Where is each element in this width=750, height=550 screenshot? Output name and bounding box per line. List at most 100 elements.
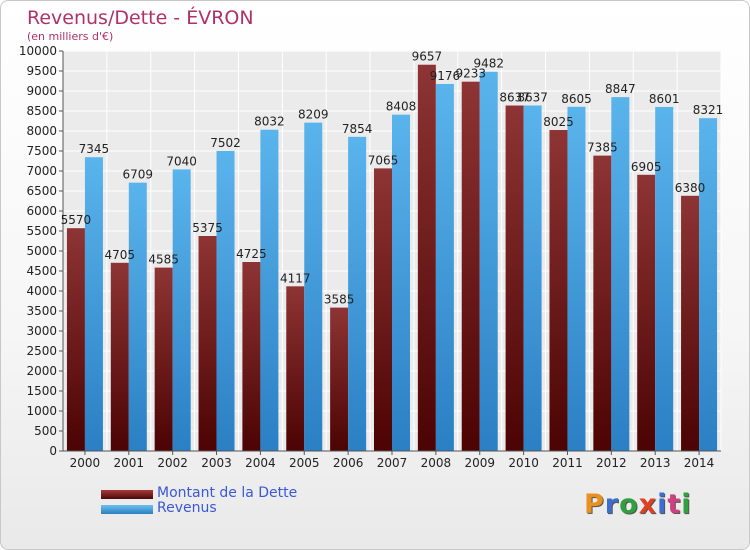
data-label-dette: 8637 (499, 91, 530, 105)
y-tick-label: 9500 (26, 64, 57, 78)
bar-revenus (655, 106, 674, 452)
data-label-revenus: 8321 (693, 103, 724, 117)
y-tick-label: 3500 (26, 304, 57, 318)
y-tick-label: 6000 (26, 204, 57, 218)
bar-dette (549, 130, 568, 451)
x-tick-label: 2009 (464, 456, 495, 470)
y-tick-label: 6500 (26, 184, 57, 198)
y-tick-label: 1000 (26, 404, 57, 418)
chart-title: Revenus/Dette - ÉVRON (27, 7, 254, 29)
bar-revenus (523, 105, 542, 452)
x-tick-label: 2001 (114, 456, 145, 470)
data-label-revenus: 8032 (254, 115, 285, 129)
data-label-dette: 9233 (455, 67, 486, 81)
data-label-revenus: 8209 (298, 108, 329, 122)
y-tick-label: 8000 (26, 124, 57, 138)
y-tick-label: 10000 (19, 44, 57, 58)
bar-dette (242, 262, 261, 451)
y-tick-label: 4000 (26, 284, 57, 298)
data-label-dette: 7065 (368, 153, 399, 167)
bar-revenus (348, 136, 367, 451)
data-label-dette: 4585 (148, 253, 179, 267)
bar-revenus (128, 182, 147, 451)
bar-revenus (435, 83, 454, 452)
logo-letter: P (584, 489, 605, 520)
logo-letter: o (619, 489, 639, 520)
data-label-revenus: 7502 (210, 136, 241, 150)
data-label-revenus: 9176 (430, 69, 461, 83)
bar-dette (637, 174, 656, 452)
bar-dette (593, 155, 612, 451)
data-label-revenus: 8847 (605, 82, 636, 96)
logo-letter: x (638, 489, 658, 520)
bar-dette (374, 168, 392, 451)
x-tick-label: 2008 (421, 456, 452, 470)
logo-letter: r (604, 489, 620, 520)
data-label-dette: 9657 (412, 50, 443, 64)
data-label-revenus: 9482 (473, 57, 504, 71)
data-label-revenus: 8408 (386, 100, 417, 114)
data-label-dette: 4725 (236, 247, 267, 261)
logo-letter: i (681, 489, 692, 520)
bar-revenus (216, 150, 235, 452)
x-tick-label: 2000 (70, 456, 101, 470)
x-tick-label: 2013 (640, 456, 671, 470)
legend-label-dette: Montant de la Dette (157, 485, 298, 501)
bar-revenus (699, 118, 718, 451)
data-labels: 5570 7345 4705 6709 4585 7040 5375 7502 4725 8032… (61, 50, 724, 307)
y-tick-label: 0 (49, 444, 57, 458)
data-label-dette: 5570 (61, 213, 92, 227)
bar-revenus (611, 97, 630, 452)
y-tick-label: 4500 (26, 264, 57, 278)
y-tick-label: 9000 (26, 84, 57, 98)
bar-revenus (392, 114, 410, 452)
chart-subtitle: (en milliers d'€) (27, 30, 114, 43)
x-tick-label: 2010 (508, 456, 539, 470)
bar-dette (417, 64, 436, 451)
y-tick-label: 2000 (26, 364, 57, 378)
data-label-dette: 7385 (587, 141, 618, 155)
bar-dette (286, 286, 305, 451)
data-label-revenus: 8601 (649, 92, 680, 106)
bar-revenus (304, 122, 323, 451)
data-label-revenus: 6709 (123, 168, 154, 182)
legend: Montant de la Dette Revenus (101, 485, 361, 517)
bar-dette (66, 228, 85, 451)
bar-dette (154, 267, 173, 451)
data-label-dette: 4117 (280, 271, 311, 285)
x-tick-label: 2003 (201, 456, 232, 470)
legend-swatch-dette (101, 490, 153, 499)
x-tick-label: 2012 (596, 456, 627, 470)
bar-revenus (479, 71, 498, 451)
x-tick-label: 2002 (157, 456, 188, 470)
y-tick-label: 1500 (26, 384, 57, 398)
x-tick-label: 2004 (245, 456, 276, 470)
bar-dette (505, 105, 524, 452)
data-label-revenus: 8637 (517, 91, 548, 105)
x-tick-label: 2005 (289, 456, 320, 470)
bars (66, 64, 718, 452)
data-label-dette: 6905 (631, 160, 662, 174)
y-tick-label: 7000 (26, 164, 57, 178)
bar-revenus (260, 129, 279, 451)
data-label-revenus: 7040 (166, 154, 197, 168)
bar-revenus (567, 106, 586, 452)
y-tick-label: 5500 (26, 224, 57, 238)
y-tick-label: 500 (34, 424, 57, 438)
x-tick-label: 2011 (552, 456, 583, 470)
legend-label-revenus: Revenus (157, 500, 217, 516)
x-tick-label: 2007 (377, 456, 408, 470)
y-tick-label: 7500 (26, 144, 57, 158)
data-label-dette: 6380 (675, 181, 706, 195)
data-label-revenus: 7854 (342, 122, 373, 136)
y-tick-label: 8500 (26, 104, 57, 118)
bar-dette (198, 236, 217, 451)
logo-letter: t (667, 489, 682, 520)
bar-revenus (84, 157, 103, 451)
proxiti-logo: Proxiti (584, 489, 692, 520)
bar-dette (681, 195, 700, 451)
data-label-dette: 3585 (324, 293, 355, 307)
data-label-dette: 4705 (105, 248, 136, 262)
